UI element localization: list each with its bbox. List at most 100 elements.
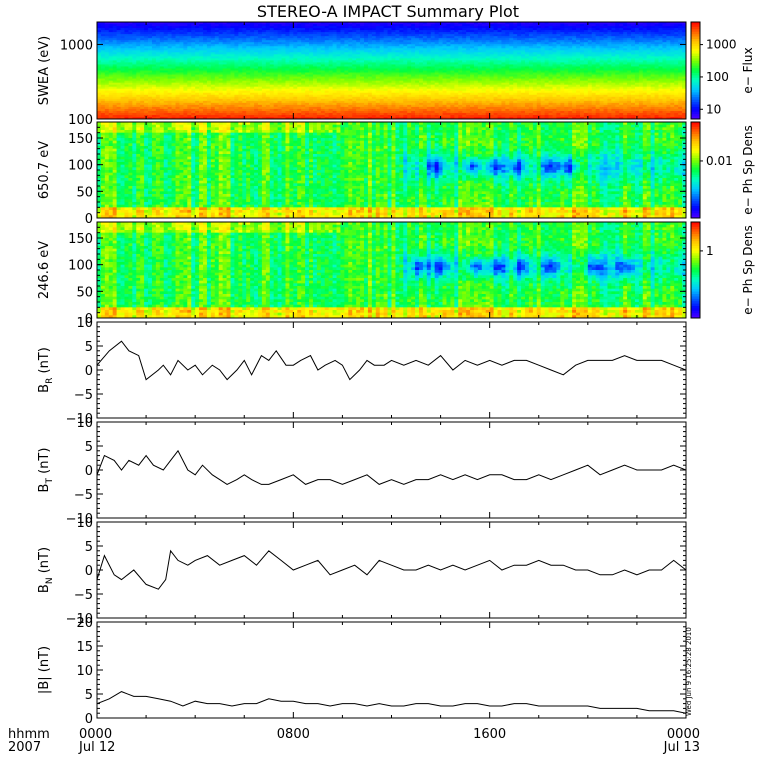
heatmap-cell (116, 24, 121, 27)
heatmap-cell (187, 76, 192, 79)
heatmap-cell (348, 44, 353, 47)
heatmap-cell (418, 110, 424, 114)
heatmap-cell (281, 72, 286, 75)
heatmap-cell (144, 96, 149, 100)
heatmap-cell (226, 38, 231, 41)
heatmap-cell (375, 40, 381, 43)
heatmap-cell (395, 110, 400, 114)
heatmap-cell (387, 32, 392, 35)
heatmap-cell (297, 36, 302, 39)
heatmap-cell (246, 88, 251, 92)
heatmap-cell (191, 84, 196, 88)
heatmap-cell (132, 46, 137, 49)
heatmap-cell (273, 108, 279, 112)
heatmap-cell (242, 36, 247, 39)
heatmap-cell (332, 66, 337, 69)
heatmap-cell (489, 100, 494, 104)
heatmap-cell (100, 82, 106, 86)
heatmap-cell (104, 54, 110, 57)
heatmap-cell (163, 52, 169, 55)
heatmap-cell (426, 34, 432, 37)
heatmap-cell (415, 34, 420, 37)
heatmap-cell (163, 32, 169, 35)
heatmap-cell (454, 46, 459, 49)
heatmap-cell (485, 78, 491, 81)
heatmap-cell (203, 106, 208, 110)
heatmap-cell (159, 66, 165, 69)
heatmap-cell (497, 34, 502, 37)
heatmap-cell (312, 36, 318, 39)
heatmap-cell (450, 112, 455, 116)
heatmap-cell (454, 48, 459, 51)
heatmap-cell (501, 32, 506, 35)
heatmap-cell (108, 78, 114, 81)
heatmap-cell (187, 70, 192, 73)
heatmap-cell (226, 90, 231, 94)
heatmap-cell (179, 24, 184, 27)
heatmap-cell (324, 66, 330, 69)
heatmap-cell (265, 66, 271, 69)
heatmap-cell (379, 100, 385, 104)
heatmap-cell (470, 88, 475, 92)
heatmap-cell (454, 38, 459, 41)
heatmap-cell (124, 52, 129, 55)
heatmap-cell (203, 72, 208, 75)
heatmap-cell (489, 46, 494, 49)
heatmap-cell (418, 108, 424, 112)
heatmap-cell (332, 54, 337, 57)
heatmap-cell (250, 88, 255, 92)
heatmap-cell (100, 22, 106, 25)
heatmap-cell (415, 70, 420, 73)
heatmap-cell (120, 90, 125, 94)
heatmap-cell (340, 28, 345, 31)
heatmap-cell (183, 34, 188, 37)
heatmap-cell (148, 24, 153, 27)
heatmap-cell (140, 54, 145, 57)
heatmap-cell (352, 38, 357, 41)
heatmap-cell (285, 68, 290, 71)
heatmap-cell (285, 30, 290, 33)
heatmap-cell (301, 58, 306, 61)
heatmap-cell (257, 32, 263, 35)
heatmap-cell (442, 40, 447, 43)
heatmap-cell (344, 90, 349, 94)
heatmap-cell (273, 102, 279, 106)
heatmap-cell (108, 60, 114, 63)
heatmap-cell (273, 36, 279, 39)
heatmap-cell (309, 96, 314, 100)
heatmap-cell (312, 112, 318, 116)
heatmap-cell (269, 28, 275, 31)
heatmap-cell (293, 68, 298, 71)
heatmap-cell (167, 82, 173, 86)
heatmap-cell (179, 32, 184, 35)
heatmap-cell (312, 100, 318, 104)
heatmap-cell (422, 50, 428, 53)
heatmap-cell (438, 88, 443, 92)
heatmap-cell (124, 102, 129, 106)
heatmap-cell (379, 72, 385, 75)
heatmap-cell (199, 88, 204, 92)
heatmap-cell (144, 78, 149, 81)
heatmap-cell (261, 32, 267, 35)
heatmap-cell (312, 42, 318, 45)
heatmap-cell (305, 62, 310, 65)
heatmap-cell (348, 82, 353, 86)
heatmap-cell (473, 84, 479, 88)
heatmap-cell (222, 114, 227, 118)
heatmap-cell (124, 72, 129, 75)
heatmap-cell (136, 92, 141, 96)
heatmap-cell (246, 116, 251, 119)
heatmap-cell (136, 42, 141, 45)
heatmap-cell (234, 26, 239, 29)
heatmap-cell (273, 68, 279, 71)
heatmap-cell (501, 108, 506, 112)
heatmap-cell (277, 52, 282, 55)
heatmap-cell (387, 22, 392, 25)
heatmap-cell (187, 78, 192, 81)
heatmap-cell (293, 46, 298, 49)
heatmap-cell (364, 66, 369, 69)
heatmap-cell (458, 64, 463, 67)
heatmap-cell (356, 102, 361, 106)
heatmap-cell (257, 76, 263, 79)
heatmap-cell (242, 26, 247, 29)
